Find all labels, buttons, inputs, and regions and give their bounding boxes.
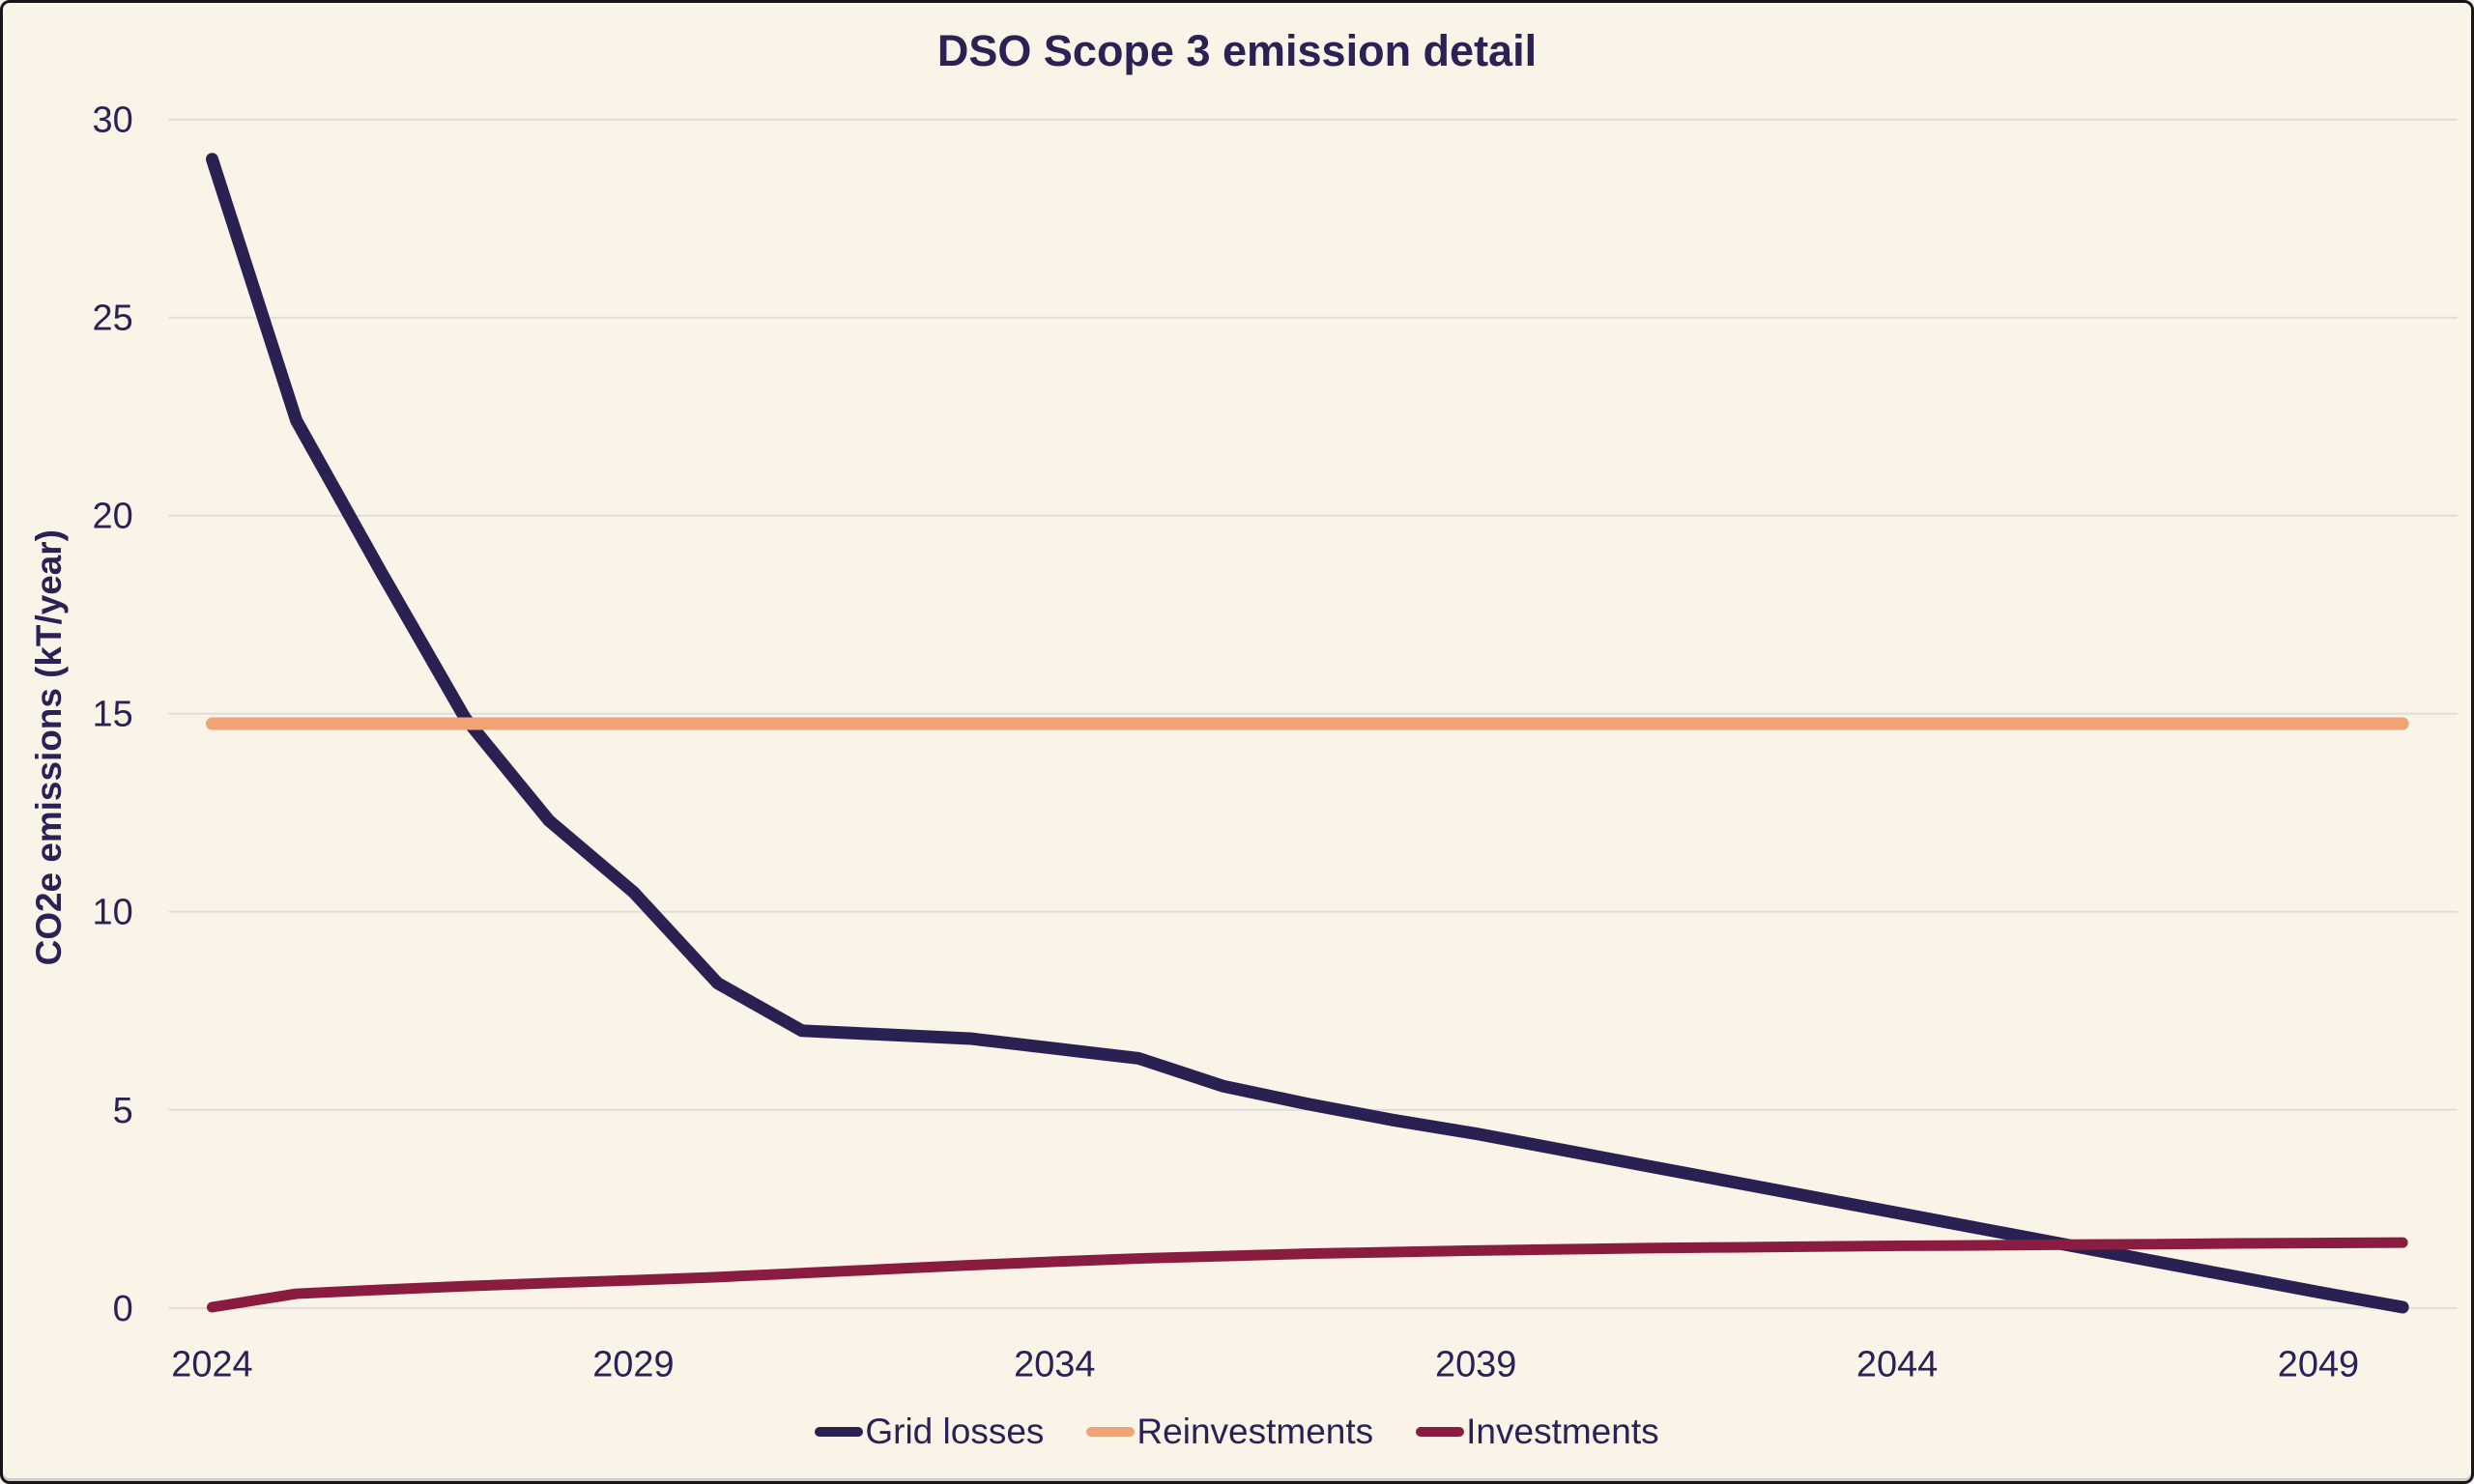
y-tick-label: 15: [93, 695, 133, 735]
x-tick-label: 2039: [1435, 1345, 1516, 1385]
legend-label-investments: Investments: [1466, 1412, 1659, 1451]
chart-title: DSO Scope 3 emission detail: [936, 26, 1538, 75]
y-axis-title: CO2e emissions (kT/year): [29, 529, 69, 965]
y-tick-label: 5: [113, 1091, 133, 1131]
line-chart-canvas: 0 5 10 15 20 25 30 2024 2029 2034 2039 2044 2049 CO2e…: [29, 100, 2459, 1385]
legend-label-reinvestments: Reinvestments: [1136, 1412, 1374, 1451]
y-tick-label: 0: [113, 1289, 133, 1329]
legend: Grid losses Reinvestments Investments: [3, 1412, 2471, 1452]
legend-item-reinvestments: Reinvestments: [1086, 1412, 1373, 1452]
x-tick-label: 2034: [1014, 1345, 1095, 1385]
y-tick-label: 30: [93, 100, 133, 141]
series-line-grid-losses: [206, 153, 2409, 1314]
legend-label-grid-losses: Grid losses: [865, 1412, 1045, 1451]
legend-item-grid-losses: Grid losses: [815, 1412, 1044, 1452]
x-tick-label: 2024: [171, 1345, 252, 1385]
legend-swatch-grid-losses: [815, 1427, 864, 1437]
y-tick-label: 25: [93, 299, 133, 339]
series-line-investments: [207, 1237, 2408, 1313]
legend-item-investments: Investments: [1416, 1412, 1659, 1452]
legend-swatch-investments: [1416, 1427, 1465, 1437]
x-tick-label: 2044: [1856, 1345, 1938, 1385]
x-tick-label: 2049: [2278, 1345, 2359, 1385]
legend-swatch-reinvestments: [1086, 1427, 1136, 1437]
y-tick-label: 20: [93, 497, 133, 537]
x-tick-label: 2029: [592, 1345, 674, 1385]
y-tick-label: 10: [93, 893, 133, 933]
